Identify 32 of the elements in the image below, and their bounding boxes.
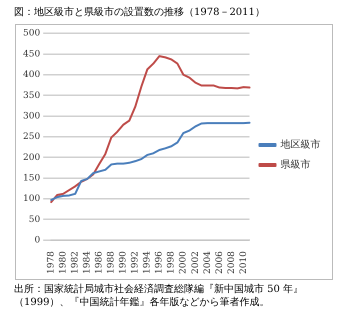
x-tick-label: 1994 <box>142 250 153 274</box>
y-tick-label: 100 <box>22 194 40 204</box>
legend-label: 県級市 <box>280 158 310 171</box>
x-tick-label: 1990 <box>118 250 129 274</box>
text: 出所：国家統計局城市社会経済調査総隊編『新中国城市 50 年』（1999）、『中国統計年鑑』各年版などから筆者作成。 <box>14 283 304 309</box>
y-tick-label: 0 <box>34 235 40 246</box>
chart-title: 図：地区級市と県級市の設置数の推移（1978－2011） <box>14 6 265 19</box>
y-tick-label: 150 <box>22 173 40 184</box>
x-tick-label: 2008 <box>226 250 237 274</box>
y-tick-label: 400 <box>22 70 40 80</box>
x-tick-label: 2000 <box>178 250 189 274</box>
x-tick-label: 1996 <box>154 250 165 274</box>
x-tick-label: 1998 <box>166 250 177 274</box>
y-tick-label: 50 <box>28 214 40 225</box>
x-tick-label: 2004 <box>202 250 213 274</box>
y-tick-label: 450 <box>22 49 40 60</box>
x-tick-label: 1986 <box>94 250 105 274</box>
y-tick-label: 500 <box>22 28 40 39</box>
x-tick-label: 2010 <box>238 250 249 274</box>
x-tick-label: 1984 <box>82 250 93 274</box>
x-tick-label: 1992 <box>130 251 141 274</box>
x-tick-label: 2002 <box>190 251 201 274</box>
y-tick-label: 300 <box>22 111 40 122</box>
x-tick-label: 2006 <box>214 250 225 274</box>
x-tick-label: 1988 <box>106 250 117 274</box>
y-tick-label: 250 <box>22 132 40 142</box>
x-tick-label: 1982 <box>70 251 81 274</box>
legend-label: 地区級市 <box>280 138 320 151</box>
x-tick-label: 1980 <box>58 250 69 274</box>
x-tick-label: 1978 <box>46 250 57 274</box>
y-tick-label: 350 <box>22 90 40 101</box>
y-tick-label: 200 <box>22 152 40 163</box>
